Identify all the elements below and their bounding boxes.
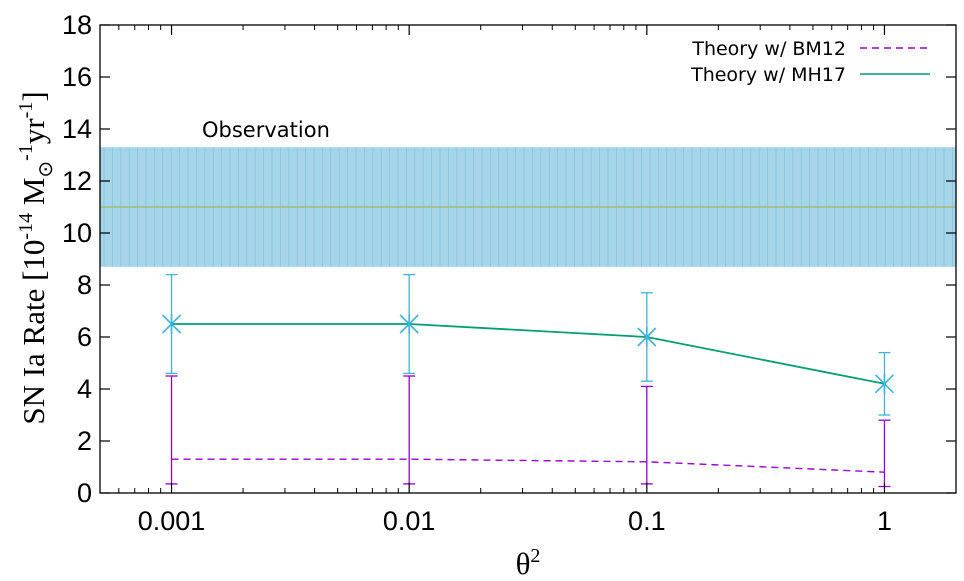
x-tick-label: 0.01 bbox=[383, 506, 436, 536]
axes-layer: 0 2 4 6 8 10 12 14 16 18 0.001 0.01 0.1 1 bbox=[62, 10, 957, 536]
y-tick-label: 0 bbox=[77, 478, 92, 508]
y-title-mid2: yr bbox=[16, 118, 51, 145]
y-tick-label: 10 bbox=[62, 218, 92, 248]
data-point-mh17 bbox=[161, 314, 182, 334]
data-point-mh17 bbox=[399, 314, 419, 334]
x-tick-label: 0.001 bbox=[138, 506, 206, 536]
data-point-mh17 bbox=[637, 327, 657, 347]
y-title-exp1: -14 bbox=[15, 213, 37, 240]
x-axis-title-sup: 2 bbox=[530, 545, 540, 567]
y-title-exp2: -1 bbox=[15, 144, 37, 161]
y-tick-label: 16 bbox=[62, 62, 92, 92]
y-title-sub: ⊙ bbox=[35, 161, 57, 178]
legend-label-bm12: Theory w/ BM12 bbox=[691, 38, 846, 60]
legend-label-mh17: Theory w/ MH17 bbox=[690, 64, 846, 86]
y-tick-label: 6 bbox=[77, 322, 92, 352]
y-title-prefix: SN Ia Rate [10 bbox=[16, 240, 51, 425]
y-tick-label: 12 bbox=[62, 166, 92, 196]
y-tick-label: 14 bbox=[62, 114, 92, 144]
x-tick-label: 1 bbox=[877, 506, 892, 536]
y-title-exp3: -1 bbox=[15, 102, 37, 119]
x-tick-label: 0.1 bbox=[628, 506, 666, 536]
y-tick-label: 18 bbox=[62, 10, 92, 40]
y-title-suffix: ] bbox=[16, 91, 51, 101]
observation-label: Observation bbox=[202, 118, 330, 142]
y-tick-label: 4 bbox=[77, 374, 92, 404]
y-title-mid: M bbox=[16, 178, 51, 213]
plot-frame bbox=[99, 24, 957, 494]
y-tick-label: 2 bbox=[77, 426, 92, 456]
data-point-mh17 bbox=[874, 373, 895, 394]
legend: Theory w/ BM12 Theory w/ MH17 bbox=[690, 38, 930, 86]
observation-layer bbox=[100, 147, 956, 267]
series-line-bm12 bbox=[171, 458, 885, 473]
x-axis-title-base: θ bbox=[516, 546, 531, 581]
series-line-mh17 bbox=[171, 323, 885, 385]
series-layer bbox=[161, 273, 895, 488]
x-axis-title: θ2 bbox=[516, 545, 541, 581]
y-tick-label: 8 bbox=[77, 270, 92, 300]
y-axis-title: SN Ia Rate [10-14 M⊙-1yr-1] bbox=[15, 91, 57, 424]
